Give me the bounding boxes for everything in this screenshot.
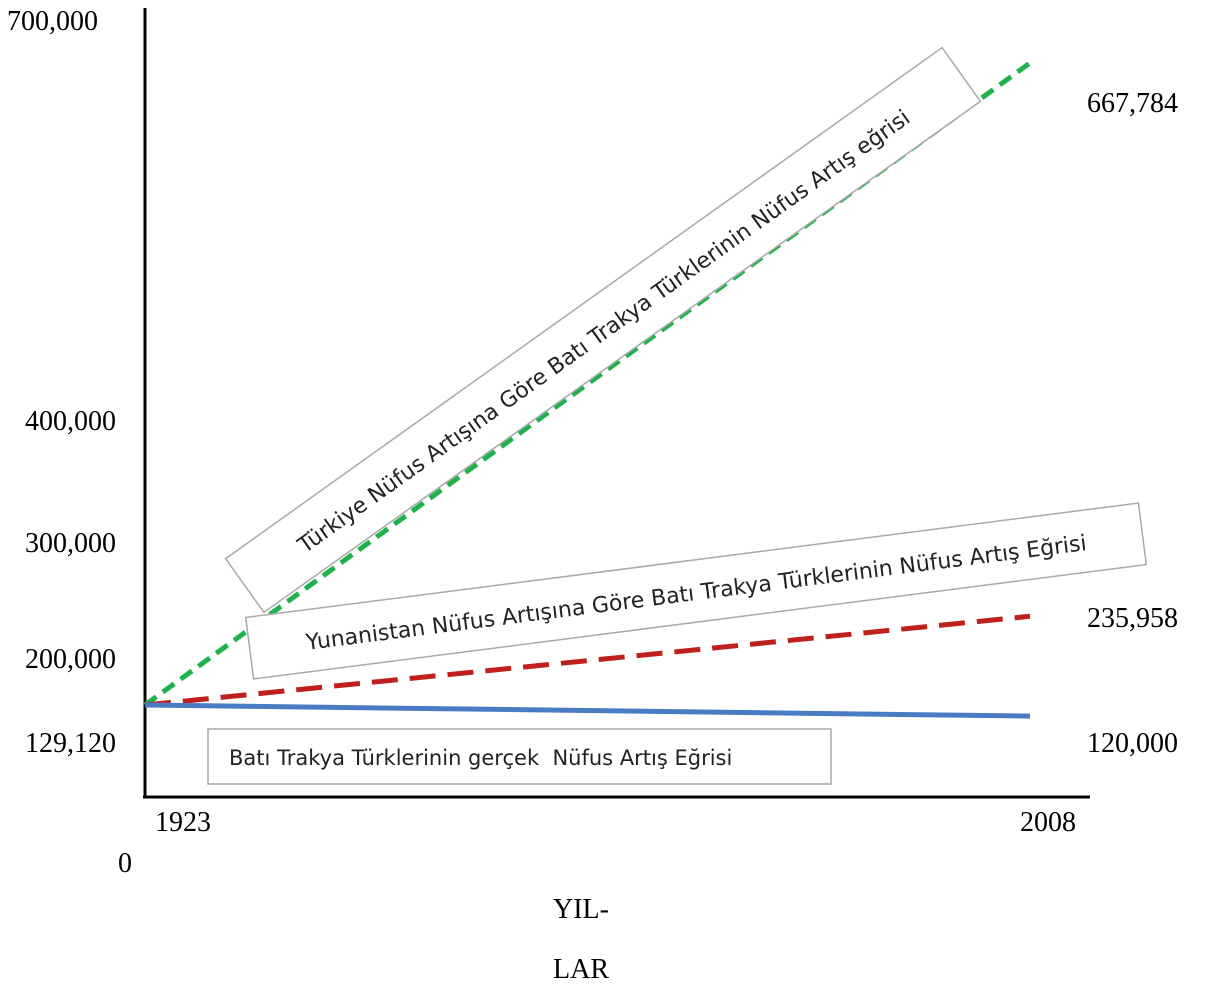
- y-tick-label: 129,120: [25, 728, 116, 759]
- y-tick-label: 700,000: [7, 6, 98, 37]
- y-tick-label: 400,000: [25, 406, 116, 437]
- y-tick-label: 300,000: [25, 528, 116, 559]
- y-tick-label: 0: [118, 848, 132, 879]
- x-tick-label: 2008: [1020, 807, 1076, 838]
- x-tick-label: 1923: [155, 807, 211, 838]
- end-value-label: 235,958: [1087, 603, 1178, 634]
- end-value-label: 120,000: [1087, 728, 1178, 759]
- series-label-box-gercek: Batı Trakya Türklerinin gerçek Nüfus Art…: [207, 728, 832, 785]
- series-name-label: Türkiye Nüfus Artışına Göre Batı Trakya …: [293, 105, 915, 559]
- end-value-label: 667,784: [1087, 88, 1178, 119]
- x-axis-title-line1: YIL-: [553, 894, 609, 925]
- series-name-label: Yunanistan Nüfus Artışına Göre Batı Trak…: [304, 531, 1088, 656]
- y-tick-label: 200,000: [25, 644, 116, 675]
- series-line-gercek: [144, 702, 1031, 719]
- series-line-yunanistan: [144, 613, 1031, 708]
- series-name-label: Batı Trakya Türklerinin gerçek Nüfus Art…: [229, 746, 732, 770]
- series-label-box-turkiye: Türkiye Nüfus Artışına Göre Batı Trakya …: [224, 46, 982, 614]
- x-axis-title-line2: LAR: [553, 954, 609, 985]
